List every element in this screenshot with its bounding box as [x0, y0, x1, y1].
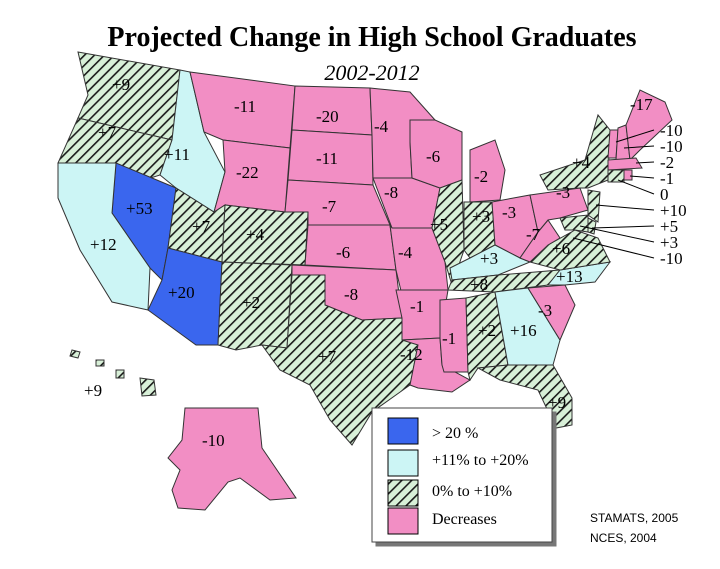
- state-label-HI: +9: [84, 381, 102, 400]
- state-label-NV: +53: [126, 199, 153, 218]
- state-CT: [607, 169, 625, 183]
- state-DE: [587, 217, 597, 235]
- state-NJ: [587, 189, 601, 223]
- state-label-ME: -17: [630, 95, 653, 114]
- legend-label-over20: > 20 %: [432, 425, 478, 442]
- state-label-NC: +13: [556, 267, 583, 286]
- state-label-ID: +11: [164, 145, 190, 164]
- state-label-TN: +8: [470, 275, 488, 294]
- state-label-SC: -3: [538, 301, 552, 320]
- state-label-MI: -2: [474, 167, 488, 186]
- state-label-AR: -1: [410, 297, 424, 316]
- state-CO: [221, 204, 309, 266]
- state-label-CO: +4: [246, 225, 265, 244]
- state-label-WV: -7: [526, 225, 541, 244]
- state-label-LA: -12: [400, 345, 423, 364]
- legend: > 20 % +11% to +20% 0% to +10% Decreases: [371, 407, 553, 543]
- state-label-AZ: +20: [168, 283, 195, 302]
- legend-swatch-mid: [387, 449, 419, 477]
- state-label-CA: +12: [90, 235, 117, 254]
- ne-state-labels: -10 -10 -2 -1 0 +10 +5 +3 -10: [660, 121, 687, 268]
- state-label-OR: +7: [98, 123, 117, 142]
- state-label-SD: -11: [316, 149, 338, 168]
- state-MA: [607, 157, 643, 171]
- state-label-KS: -6: [336, 243, 350, 262]
- state-label-IL: +5: [430, 215, 448, 234]
- state-label-AL: +2: [478, 321, 496, 340]
- state-label-NE: -7: [322, 197, 337, 216]
- state-label-NM: +2: [242, 293, 260, 312]
- state-SC: [527, 284, 576, 342]
- state-label-IN: +3: [472, 207, 490, 226]
- legend-swatch-decrease: [387, 507, 419, 535]
- state-KS: [304, 224, 397, 271]
- map-title: Projected Change in High School Graduate…: [107, 22, 636, 53]
- ne-label-RI: -1: [660, 169, 674, 188]
- state-label-WI: -6: [426, 147, 440, 166]
- legend-label-mid: +11% to +20%: [432, 452, 529, 469]
- ne-label-DE: +5: [660, 217, 678, 236]
- ne-label-CT: 0: [660, 185, 669, 204]
- ne-label-MD: +3: [660, 233, 678, 252]
- state-HI: [69, 349, 157, 397]
- state-label-WY: -22: [236, 163, 259, 182]
- state-label-VA: +6: [552, 239, 570, 258]
- legend-swatch-low: [387, 479, 419, 507]
- state-label-GA: +16: [510, 321, 537, 340]
- ne-label-VT: -10: [660, 121, 683, 140]
- state-label-IA: -8: [384, 183, 398, 202]
- ne-label-NJ: +10: [660, 201, 687, 220]
- state-label-OH: -3: [502, 203, 516, 222]
- legend-label-low: 0% to +10%: [432, 483, 512, 500]
- state-label-WA: +9: [112, 75, 130, 94]
- legend-swatch-over20: [387, 417, 419, 445]
- state-MD: [559, 214, 589, 233]
- credit-source-2: NCES, 2004: [590, 531, 657, 545]
- state-label-KY: +3: [480, 249, 498, 268]
- state-label-MT: -11: [234, 97, 256, 116]
- state-shapes: [57, 51, 673, 511]
- state-NC: [546, 261, 612, 286]
- state-label-MO: -4: [398, 243, 413, 262]
- state-RI: [623, 169, 633, 181]
- credit-source-1: STAMATS, 2005: [590, 511, 679, 525]
- ne-label-DC: -10: [660, 249, 683, 268]
- ne-label-NH: -10: [660, 137, 683, 156]
- state-label-MS: -1: [442, 329, 456, 348]
- state-label-OK: -8: [344, 285, 358, 304]
- legend-label-decrease: Decreases: [432, 511, 497, 528]
- state-label-MN: -4: [374, 117, 389, 136]
- map-subtitle: 2002-2012: [324, 60, 419, 85]
- state-label-TX: +7: [318, 347, 337, 366]
- state-MI: [469, 139, 506, 203]
- state-label-AK: -10: [202, 431, 225, 450]
- state-label-NY: +4: [572, 153, 591, 172]
- state-label-FL: +9: [548, 393, 566, 412]
- ne-label-MA: -2: [660, 153, 674, 172]
- ne-leader-lines: [572, 129, 655, 259]
- state-labels: +9 +7 +11 -11 -22 +53 +12 +7 +4 +20 +2 -…: [84, 75, 653, 450]
- state-GA: [494, 287, 561, 366]
- state-FL: [476, 364, 573, 429]
- state-label-UT: +7: [192, 217, 211, 236]
- state-label-ND: -20: [316, 107, 339, 126]
- state-AK: [167, 407, 297, 511]
- state-label-PA: -3: [556, 183, 570, 202]
